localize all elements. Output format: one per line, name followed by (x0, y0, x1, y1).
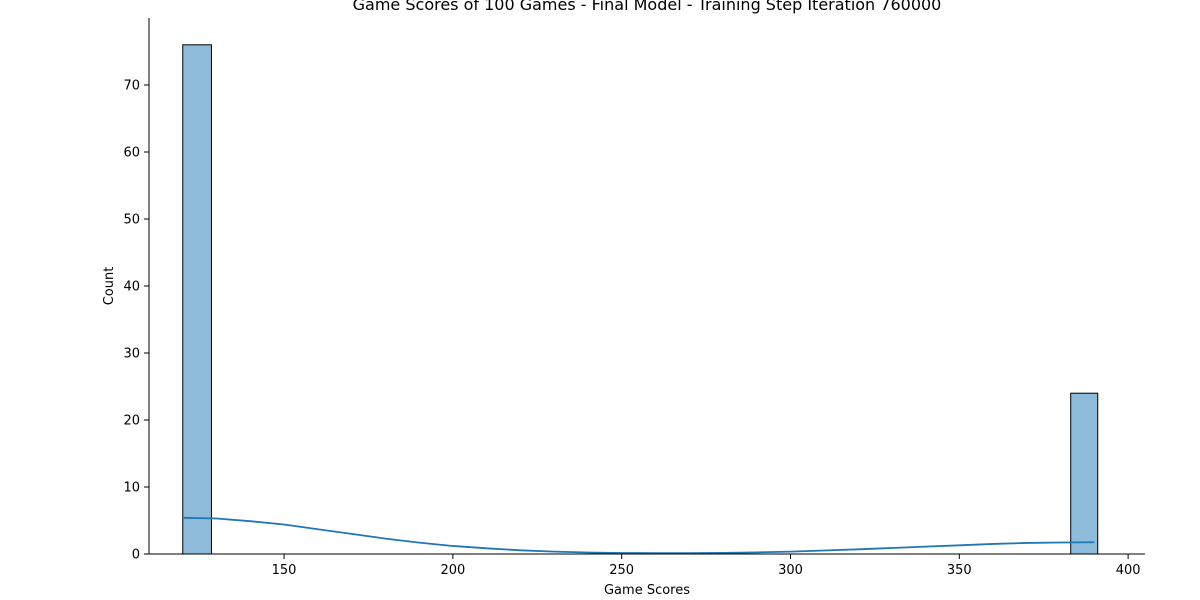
chart-title: Game Scores of 100 Games - Final Model -… (353, 0, 942, 14)
y-tick-label: 50 (123, 213, 140, 228)
y-axis: 0 10 20 30 40 50 60 70 (123, 18, 150, 563)
kde-curve (182, 516, 1095, 555)
kde-layer (182, 516, 1095, 555)
y-axis-title: Count (102, 267, 117, 306)
histogram-bar-2 (1070, 392, 1099, 555)
x-tick-label: 400 (1116, 563, 1141, 578)
x-tick-label: 150 (272, 563, 297, 578)
x-tick-label: 300 (778, 563, 803, 578)
y-tick-label: 10 (123, 481, 140, 496)
y-tick-label: 20 (123, 414, 140, 429)
y-tick-label: 70 (123, 79, 140, 94)
x-tick-label: 350 (947, 563, 972, 578)
y-tick-label: 0 (132, 548, 140, 563)
x-tick-label: 250 (609, 563, 634, 578)
y-tick-label: 40 (123, 280, 140, 295)
x-axis: 150 200 250 300 350 400 (149, 553, 1145, 578)
y-tick-label: 60 (123, 146, 140, 161)
x-axis-title: Game Scores (604, 583, 690, 598)
histogram-bar-1 (182, 44, 212, 555)
y-tick-label: 30 (123, 347, 140, 362)
x-tick-label: 200 (440, 563, 465, 578)
bars-layer (182, 44, 1099, 555)
